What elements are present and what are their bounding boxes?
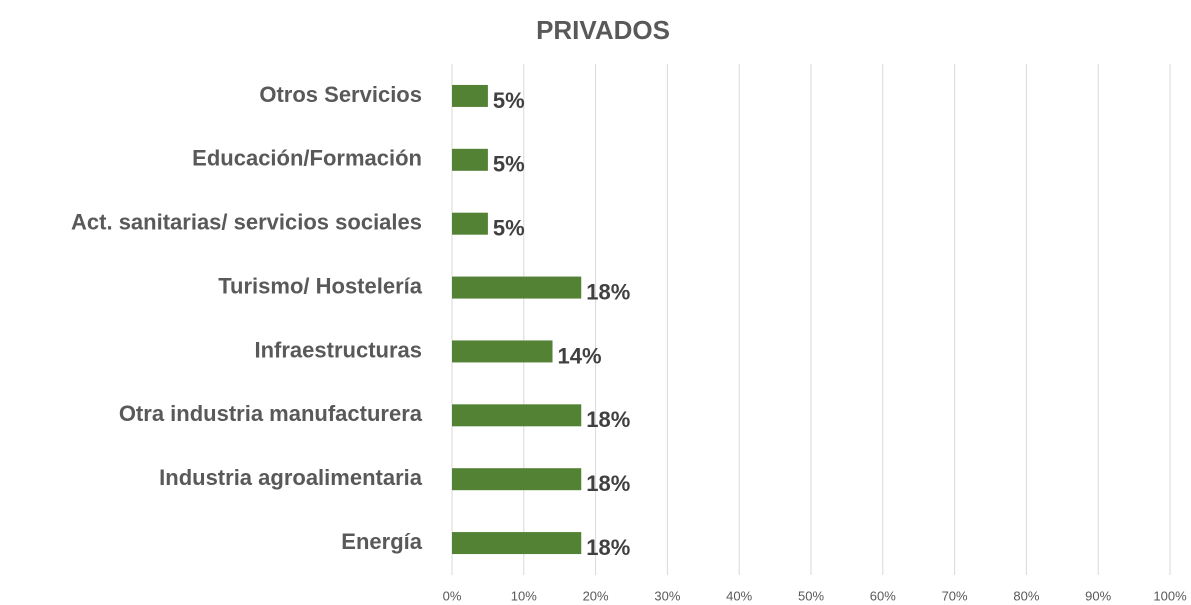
x-tick-label: 20% [583, 588, 609, 603]
x-tick-label: 60% [870, 588, 896, 603]
y-tick-label: Otra industria manufacturera [119, 401, 423, 426]
y-tick-label: Act. sanitarias/ servicios sociales [71, 210, 422, 235]
y-tick-label: Infraestructuras [254, 337, 422, 362]
data-label: 5% [493, 216, 525, 241]
x-tick-label: 80% [1013, 588, 1039, 603]
data-label: 18% [586, 279, 630, 304]
data-label: 18% [586, 407, 630, 432]
x-tick-label: 30% [654, 588, 680, 603]
data-label: 18% [586, 471, 630, 496]
data-label: 18% [586, 535, 630, 560]
bar [452, 404, 582, 427]
x-tick-label: 0% [443, 588, 462, 603]
x-tick-label: 40% [726, 588, 752, 603]
data-label: 5% [493, 152, 525, 177]
bar [452, 212, 488, 235]
x-tick-label: 70% [942, 588, 968, 603]
y-tick-label: Turismo/ Hostelería [218, 273, 423, 298]
bar [452, 340, 553, 363]
x-tick-label: 100% [1153, 588, 1187, 603]
y-tick-label: Otros Servicios [259, 82, 422, 107]
data-label: 14% [558, 343, 602, 368]
bar [452, 148, 488, 171]
y-tick-label: Energía [341, 529, 422, 554]
data-label: 5% [493, 88, 525, 113]
bar [452, 532, 582, 555]
x-tick-label: 50% [798, 588, 824, 603]
bar [452, 84, 488, 107]
y-tick-label: Educación/Formación [192, 146, 422, 171]
chart-title: PRIVADOS [536, 15, 670, 45]
x-tick-label: 10% [511, 588, 537, 603]
x-tick-label: 90% [1085, 588, 1111, 603]
bar [452, 468, 582, 491]
y-tick-label: Industria agroalimentaria [159, 465, 423, 490]
bar [452, 276, 582, 299]
